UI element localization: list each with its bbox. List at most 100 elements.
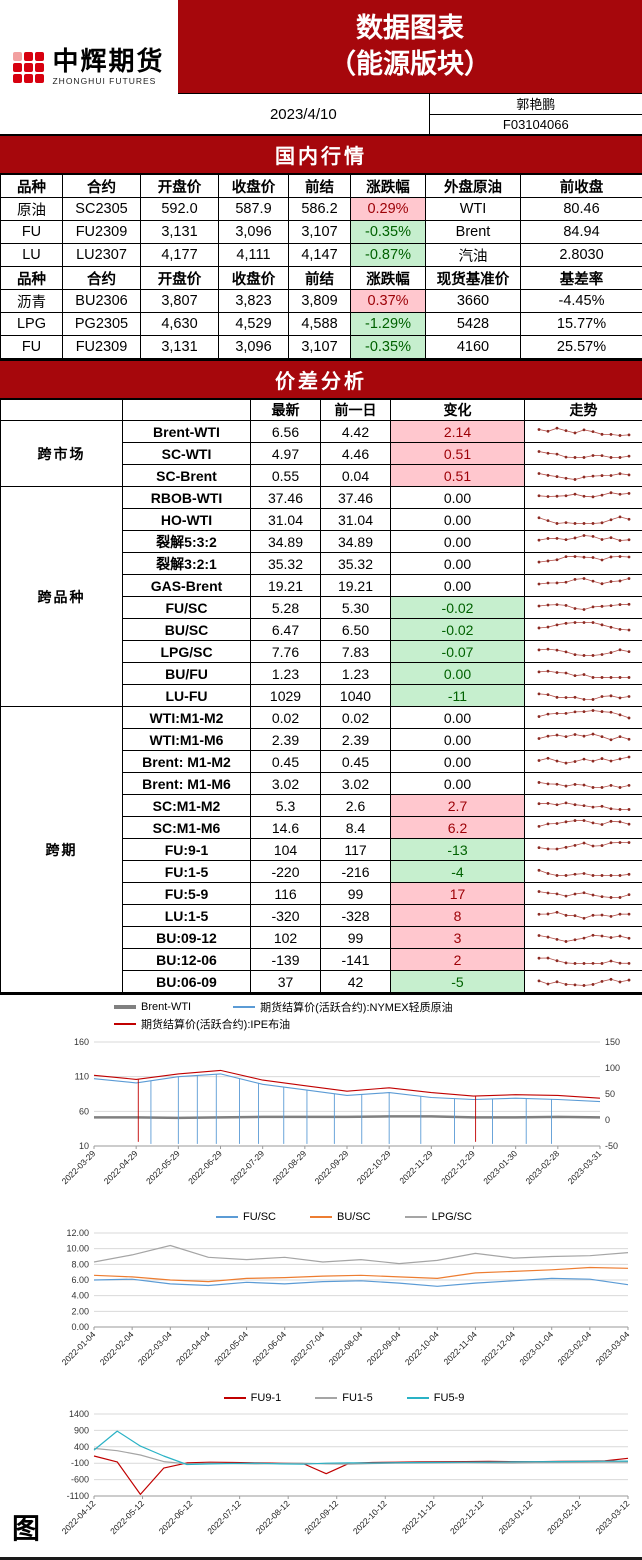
change-cell: -11 [391, 685, 525, 707]
change-cell: -13 [391, 839, 525, 861]
svg-text:2023-02-12: 2023-02-12 [545, 1498, 583, 1536]
svg-text:2022-03-04: 2022-03-04 [136, 1329, 174, 1367]
cell: BU2306 [63, 290, 141, 313]
cell: 原油 [1, 198, 63, 221]
author-code: F03104066 [430, 114, 642, 135]
svg-text:2022-09-29: 2022-09-29 [313, 1148, 351, 1186]
column-header: 前收盘 [521, 175, 642, 198]
spread-name: FU/SC [123, 597, 251, 619]
svg-text:50: 50 [605, 1089, 615, 1099]
legend-label: 期货结算价(活跃合约):IPE布油 [141, 1016, 290, 1032]
trend-cell [525, 729, 642, 751]
column-header: 走势 [525, 400, 642, 421]
change-cell: 0.51 [391, 443, 525, 465]
svg-text:2022-05-29: 2022-05-29 [144, 1148, 182, 1186]
change-cell: 6.2 [391, 817, 525, 839]
spread-name: SC-Brent [123, 465, 251, 487]
trend-cell [525, 487, 642, 509]
column-header: 基差率 [521, 267, 642, 290]
cell: 15.77% [521, 313, 642, 336]
prev-cell: -328 [321, 905, 391, 927]
sparkline [535, 883, 633, 901]
trend-cell [525, 861, 642, 883]
svg-text:2.00: 2.00 [71, 1306, 89, 1316]
sparkline [535, 949, 633, 967]
change-cell: 2.7 [391, 795, 525, 817]
spread-name: HO-WTI [123, 509, 251, 531]
change-cell: -5 [391, 971, 525, 993]
column-header: 前结 [289, 175, 351, 198]
change-cell: 0.00 [391, 531, 525, 553]
cell: 3,107 [289, 221, 351, 244]
sparkline [535, 685, 633, 703]
change-cell: -0.35% [351, 336, 426, 359]
sparkline [535, 465, 633, 483]
spread-name: BU:06-09 [123, 971, 251, 993]
latest-cell: 4.97 [251, 443, 321, 465]
svg-text:2022-10-29: 2022-10-29 [355, 1148, 393, 1186]
trend-cell [525, 839, 642, 861]
prev-cell: 35.32 [321, 553, 391, 575]
cell: LU2307 [63, 244, 141, 267]
prev-cell: 0.02 [321, 707, 391, 729]
column-header: 品种 [1, 267, 63, 290]
latest-cell: -220 [251, 861, 321, 883]
column-header: 合约 [63, 267, 141, 290]
latest-cell: 3.02 [251, 773, 321, 795]
svg-text:900: 900 [74, 1425, 89, 1435]
spread-name: LU:1-5 [123, 905, 251, 927]
empty-header [1, 400, 123, 421]
trend-cell [525, 553, 642, 575]
column-header: 现货基准价 [426, 267, 521, 290]
spread-name: LPG/SC [123, 641, 251, 663]
latest-cell: 102 [251, 927, 321, 949]
cell: 沥青 [1, 290, 63, 313]
domestic-header-row: 品种合约开盘价收盘价前结涨跌幅外盘原油前收盘 [1, 175, 642, 198]
trend-cell [525, 619, 642, 641]
legend-item: Brent-WTI [114, 1001, 191, 1013]
prev-cell: 4.46 [321, 443, 391, 465]
svg-text:0: 0 [605, 1115, 610, 1125]
group-label: 跨品种 [1, 487, 123, 707]
cell: 2.8030 [521, 244, 642, 267]
legend-swatch [224, 1397, 246, 1399]
change-cell: -0.02 [391, 597, 525, 619]
sparkline [535, 751, 633, 769]
sparkline [535, 729, 633, 747]
svg-text:2022-12-04: 2022-12-04 [479, 1329, 517, 1367]
cell: 25.57% [521, 336, 642, 359]
prev-cell: 7.83 [321, 641, 391, 663]
svg-text:2022-10-12: 2022-10-12 [351, 1498, 389, 1536]
prev-cell: 31.04 [321, 509, 391, 531]
svg-text:2022-08-29: 2022-08-29 [270, 1148, 308, 1186]
legend-label: Brent-WTI [141, 1001, 191, 1013]
svg-text:4.00: 4.00 [71, 1291, 89, 1301]
change-cell: 0.29% [351, 198, 426, 221]
cell: PG2305 [63, 313, 141, 336]
latest-cell: 0.45 [251, 751, 321, 773]
sparkline [535, 971, 633, 989]
chart-svg: 0.002.004.006.008.0010.0012.002022-01-04… [46, 1225, 642, 1383]
svg-text:-600: -600 [71, 1475, 89, 1485]
spread-name: SC:M1-M2 [123, 795, 251, 817]
cell: 4,177 [141, 244, 219, 267]
cell: 592.0 [141, 198, 219, 221]
author-block: 郭艳鹏 F03104066 [430, 94, 642, 134]
svg-text:2022-04-04: 2022-04-04 [174, 1329, 212, 1367]
svg-text:2023-02-04: 2023-02-04 [555, 1329, 593, 1367]
change-cell: 0.00 [391, 707, 525, 729]
sparkline [535, 487, 633, 505]
cell: 3,131 [141, 221, 219, 244]
trend-cell [525, 773, 642, 795]
change-cell: 17 [391, 883, 525, 905]
change-cell: -0.35% [351, 221, 426, 244]
legend-item: FU1-5 [315, 1392, 373, 1404]
